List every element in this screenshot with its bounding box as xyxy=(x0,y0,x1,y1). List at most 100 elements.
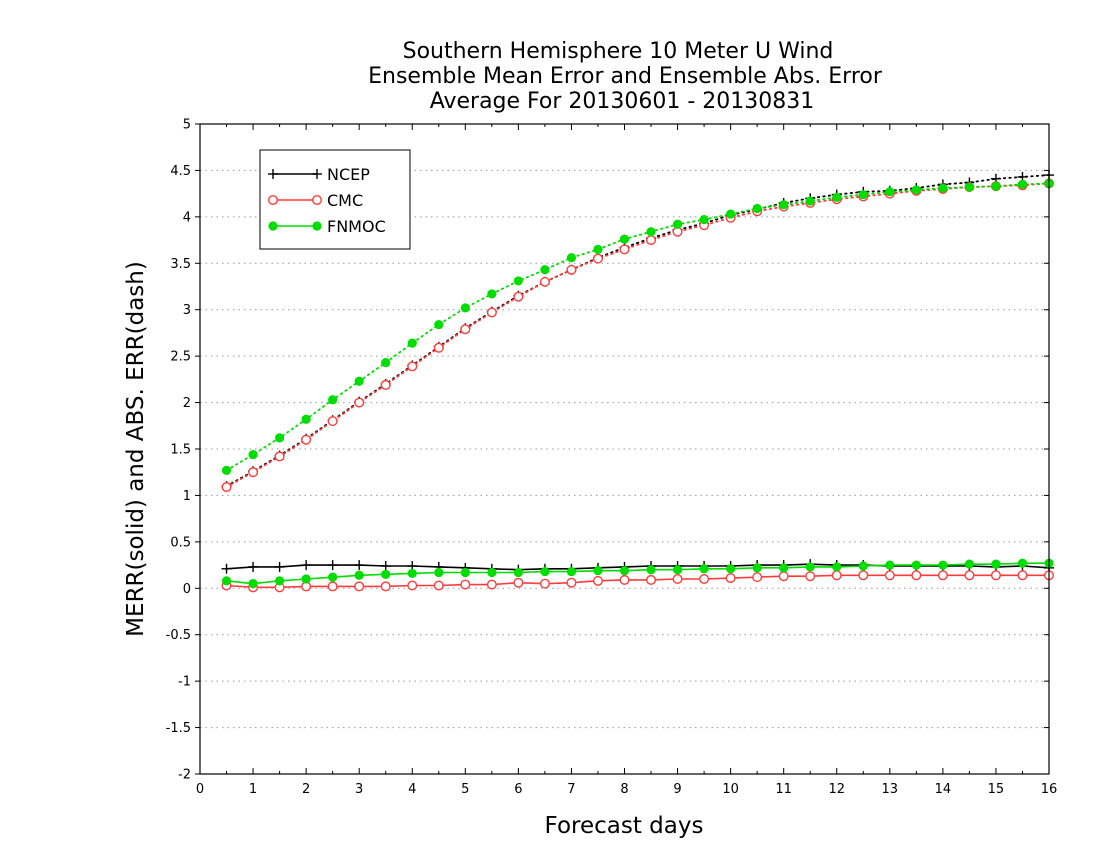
merr-point-cmc xyxy=(566,577,577,588)
legend-label-cmc: CMC xyxy=(327,191,363,210)
abs-err-point-fnmoc xyxy=(487,289,497,299)
merr-point-cmc xyxy=(592,575,603,586)
legend-marker-left-fnmoc xyxy=(268,221,278,231)
chart-title-line-1: Southern Hemisphere 10 Meter U Wind xyxy=(403,39,834,64)
merr-point-cmc xyxy=(990,570,1001,581)
abs-err-point-cmc xyxy=(619,244,630,255)
plot-area-frame xyxy=(199,123,1050,775)
abs-err-point-fnmoc xyxy=(699,215,709,225)
abs-err-point-fnmoc xyxy=(885,187,895,197)
x-tick-label: 16 xyxy=(1041,782,1058,797)
x-tick-label: 15 xyxy=(988,782,1005,797)
abs-err-point-cmc xyxy=(460,324,471,335)
merr-point-cmc xyxy=(380,581,391,592)
merr-point-cmc xyxy=(354,581,365,592)
merr-point-cmc xyxy=(513,577,524,588)
merr-point-cmc xyxy=(858,570,869,581)
abs-err-point-cmc xyxy=(646,235,657,246)
merr-point-fnmoc xyxy=(699,564,709,574)
merr-point-cmc xyxy=(407,580,418,591)
merr-point-cmc xyxy=(433,580,444,591)
merr-point-fnmoc xyxy=(566,566,577,577)
abs-err-point-cmc xyxy=(539,276,550,287)
merr-point-fnmoc xyxy=(487,567,497,578)
merr-point-fnmoc xyxy=(911,560,921,570)
merr-point-fnmoc xyxy=(593,566,603,576)
x-tick-label: 7 xyxy=(567,782,575,797)
x-tick-label: 12 xyxy=(828,782,845,797)
merr-point-fnmoc xyxy=(991,559,1001,569)
abs-err-point-cmc xyxy=(274,451,285,462)
x-axis-label: Forecast days xyxy=(545,813,704,839)
abs-err-point-fnmoc xyxy=(672,219,683,229)
abs-err-point-fnmoc xyxy=(566,253,577,263)
y-axis-label: MERR(solid) and ABS. ERR(dash) xyxy=(123,261,149,637)
x-tick-label: 5 xyxy=(461,782,469,797)
y-tick-label: 3.5 xyxy=(170,257,191,272)
merr-point-fnmoc xyxy=(407,568,417,579)
merr-point-fnmoc xyxy=(1017,558,1028,568)
merr-point-cmc xyxy=(831,570,842,581)
merr-point-cmc xyxy=(646,574,657,585)
merr-point-cmc xyxy=(778,571,789,582)
y-tick-label: -1 xyxy=(178,675,191,690)
abs-err-point-cmc xyxy=(486,307,497,318)
x-tick-label: 0 xyxy=(196,782,204,797)
axis-ticks: -2-1.5-1-0.500.511.522.533.544.550 1 2 3 4 5 6… xyxy=(166,118,1058,798)
legend-item-cmc: CMC xyxy=(268,191,363,210)
legend-marker-right-cmc xyxy=(312,194,323,205)
merr-point-cmc xyxy=(805,571,816,582)
merr-point-cmc xyxy=(725,573,736,584)
abs-err-point-fnmoc xyxy=(911,185,921,195)
abs-err-point-fnmoc xyxy=(248,449,258,460)
merr-point-fnmoc xyxy=(434,567,444,578)
abs-err-point-fnmoc xyxy=(328,395,338,405)
x-tick-label: 11 xyxy=(775,782,792,797)
abs-err-point-fnmoc xyxy=(540,265,550,275)
merr-point-cmc xyxy=(884,570,895,581)
abs-err-point-fnmoc xyxy=(274,433,285,443)
merr-point-cmc xyxy=(460,579,471,590)
x-tick-label: 13 xyxy=(882,782,899,797)
abs-err-point-fnmoc xyxy=(964,182,975,192)
y-tick-label: 1.5 xyxy=(170,443,191,458)
merr-point-fnmoc xyxy=(885,560,895,570)
abs-err-point-cmc xyxy=(407,361,418,372)
abs-err-point-cmc xyxy=(221,482,232,493)
merr-point-cmc xyxy=(937,570,948,581)
y-tick-label: 5 xyxy=(183,118,191,133)
legend-label-ncep: NCEP xyxy=(327,165,370,184)
merr-point-cmc xyxy=(672,574,683,585)
merr-point-fnmoc xyxy=(752,563,762,573)
abs-err-point-fnmoc xyxy=(381,358,391,368)
merr-line-cmc xyxy=(226,574,1049,589)
merr-point-fnmoc xyxy=(646,565,656,575)
merr-point-cmc xyxy=(619,574,630,585)
abs-err-point-fnmoc xyxy=(752,203,762,214)
y-tick-label: 0 xyxy=(183,582,191,597)
legend-label-fnmoc: FNMOC xyxy=(327,217,386,236)
merr-point-fnmoc xyxy=(726,564,736,574)
merr-point-fnmoc xyxy=(248,579,258,589)
abs-err-point-cmc xyxy=(566,264,577,275)
y-tick-label: 2 xyxy=(183,396,191,411)
x-tick-label: 8 xyxy=(620,782,628,797)
abs-err-point-fnmoc xyxy=(354,376,364,386)
abs-err-point-fnmoc xyxy=(221,465,232,475)
abs-err-point-fnmoc xyxy=(832,192,842,202)
merr-point-fnmoc xyxy=(460,567,470,578)
chart-title-line-3: Average For 20130601 - 20130831 xyxy=(430,89,815,114)
abs-err-point-cmc xyxy=(592,253,603,264)
x-tick-label: 10 xyxy=(722,782,739,797)
merr-point-fnmoc xyxy=(274,576,285,586)
abs-err-point-cmc xyxy=(513,291,524,302)
legend: NCEP CMC FNMOC xyxy=(259,149,411,250)
legend-marker-right-fnmoc xyxy=(312,221,322,231)
merr-point-cmc xyxy=(752,572,763,583)
abs-err-point-fnmoc xyxy=(726,209,736,219)
merr-point-cmc xyxy=(539,578,550,589)
abs-err-point-fnmoc xyxy=(619,234,630,244)
legend-item-fnmoc: FNMOC xyxy=(268,217,386,236)
merr-point-fnmoc xyxy=(779,563,789,573)
